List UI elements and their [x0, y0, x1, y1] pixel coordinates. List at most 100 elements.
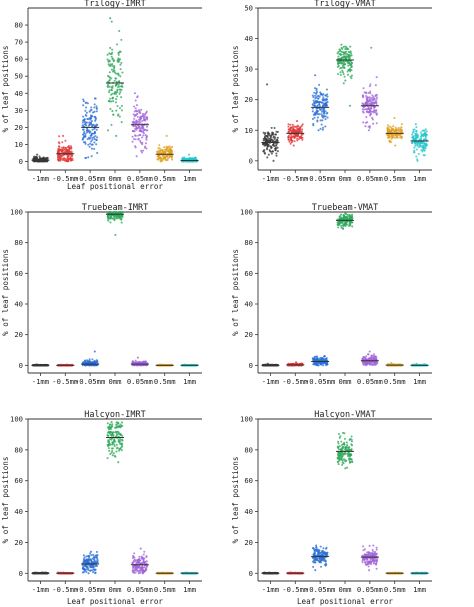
data-point [276, 130, 279, 133]
data-point [316, 116, 319, 119]
data-point [141, 112, 144, 115]
data-point [114, 92, 118, 95]
data-point [115, 443, 118, 446]
data-point [365, 95, 368, 98]
series-strip-0mm [106, 17, 124, 137]
data-point [111, 441, 115, 444]
data-point [115, 43, 118, 46]
data-point [119, 423, 122, 426]
data-point [141, 114, 144, 117]
data-point [145, 125, 149, 128]
data-point [371, 101, 374, 105]
data-point [62, 147, 65, 150]
data-point [322, 116, 325, 119]
series-strip--0.5mm [286, 120, 305, 147]
data-point [95, 105, 98, 108]
data-point [267, 137, 270, 140]
data-point [58, 135, 61, 138]
data-point [84, 109, 87, 112]
data-point [159, 150, 162, 153]
data-point [421, 150, 424, 153]
data-point [287, 125, 290, 128]
data-point [318, 113, 321, 116]
x-tick-label: 0mm [109, 585, 122, 594]
data-point [400, 126, 403, 129]
data-point [419, 137, 423, 141]
data-point [82, 119, 85, 122]
data-point [292, 144, 295, 147]
series-strip--0.05mm [311, 74, 330, 132]
data-point [291, 123, 294, 126]
data-point [120, 221, 123, 224]
x-tick-label: -0.05mm [75, 377, 105, 386]
data-point [364, 356, 367, 359]
y-tick-label: 60 [244, 269, 253, 278]
data-point [349, 221, 352, 224]
data-point [145, 560, 148, 563]
data-point [342, 45, 345, 48]
data-point [143, 550, 146, 553]
data-point [266, 362, 269, 365]
data-point [371, 118, 374, 121]
data-point [115, 98, 118, 101]
x-axis-label: Leaf positional error [67, 597, 163, 606]
data-point [141, 570, 144, 573]
data-point [119, 439, 122, 442]
data-point [341, 66, 344, 69]
data-point [170, 156, 173, 159]
data-point [295, 120, 299, 123]
data-point [342, 51, 345, 54]
data-point [348, 69, 351, 72]
data-point [117, 60, 120, 63]
data-point [323, 355, 326, 358]
data-point [391, 136, 394, 139]
data-point [38, 155, 41, 158]
series-strip-0.05mm [130, 356, 149, 367]
data-point [413, 151, 416, 154]
data-point [90, 155, 93, 158]
y-tick-label: 70 [14, 38, 23, 47]
data-point [293, 140, 296, 143]
data-point [86, 138, 89, 141]
data-point [111, 92, 114, 95]
data-point [89, 121, 92, 124]
data-point [106, 53, 109, 56]
data-point [61, 149, 64, 152]
data-point [87, 156, 90, 159]
data-point [324, 98, 327, 101]
data-point [69, 157, 72, 160]
y-tick-label: 40 [14, 89, 23, 98]
data-point [63, 157, 66, 160]
data-point [110, 20, 113, 23]
data-point [422, 134, 425, 137]
data-point [262, 139, 265, 142]
data-point [375, 101, 378, 104]
data-point [165, 134, 168, 137]
data-point [113, 71, 117, 74]
data-point [110, 421, 113, 424]
y-tick-label: 80 [14, 445, 23, 454]
data-point [267, 131, 270, 134]
data-point [84, 141, 87, 144]
data-point [61, 157, 64, 160]
data-point [87, 360, 90, 363]
data-point [34, 156, 37, 159]
data-point [366, 121, 369, 124]
data-point [417, 153, 420, 156]
data-point [394, 126, 397, 129]
data-point [395, 136, 398, 139]
data-point [375, 355, 378, 358]
data-point [82, 125, 85, 128]
data-point [369, 90, 372, 93]
data-point [350, 66, 353, 69]
y-tick-label: 100 [240, 208, 253, 217]
data-point [134, 568, 137, 571]
data-point [368, 100, 371, 103]
data-point [90, 565, 93, 569]
data-point [82, 558, 85, 561]
data-point [118, 92, 121, 95]
data-point [140, 108, 143, 111]
data-point [83, 120, 87, 123]
